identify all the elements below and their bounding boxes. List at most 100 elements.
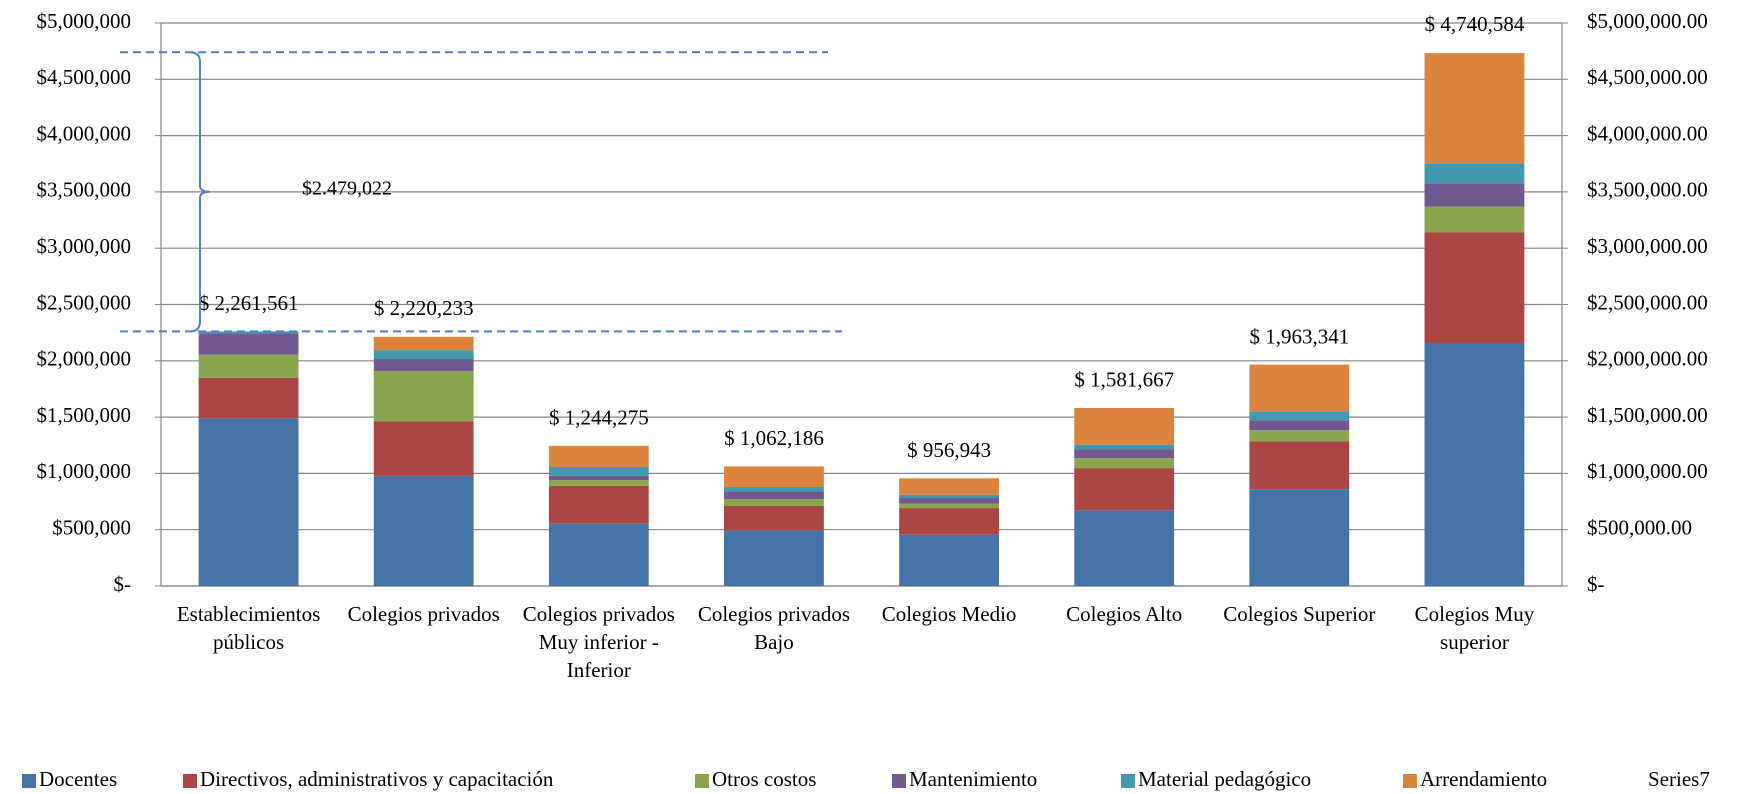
- total-label: $ 1,062,186: [724, 426, 824, 450]
- bar-segment: [373, 350, 474, 359]
- y2-tick-label: $500,000.00: [1587, 516, 1692, 540]
- x-tick-label: Colegios privados Muy inferior - Inferio…: [522, 602, 675, 682]
- x-tick-label: Colegios Superior: [1223, 602, 1376, 626]
- bar-segment: [548, 523, 649, 586]
- y-tick-label: $4,500,000: [37, 65, 132, 89]
- x-tick-label: Colegios Alto: [1066, 602, 1183, 626]
- bar-segment: [198, 418, 299, 586]
- y2-tick-label: $2,000,000.00: [1587, 347, 1708, 371]
- legend-label: Series7: [1648, 767, 1710, 791]
- x-tick-label: Establecimientos públicos: [176, 602, 321, 654]
- y-tick-label: $4,000,000: [37, 121, 132, 145]
- bar-segment: [1249, 364, 1350, 412]
- y2-tick-label: $4,500,000.00: [1587, 65, 1708, 89]
- bar-segment: [1249, 489, 1350, 586]
- bar-segment: [1074, 449, 1175, 459]
- bar-segment: [724, 530, 824, 586]
- bar-segment: [373, 371, 474, 422]
- bar-segment: [899, 498, 999, 504]
- x-tick-label: Colegios privados Bajo: [697, 602, 851, 654]
- legend-marker: [892, 774, 906, 788]
- y2-tick-label: $5,000,000.00: [1587, 9, 1708, 33]
- bar-segment: [198, 377, 299, 419]
- y2-tick-label: $3,500,000.00: [1587, 178, 1708, 202]
- bar-segment: [1249, 430, 1350, 442]
- bar-segment: [1074, 510, 1175, 586]
- y-tick-label: $3,000,000: [37, 234, 132, 258]
- legend-label: Otros costos: [712, 767, 816, 791]
- bar-segment: [1424, 53, 1525, 164]
- y2-tick-label: $-: [1587, 572, 1605, 596]
- legend-marker: [183, 774, 197, 788]
- annotation: $2.479,022: [302, 178, 392, 200]
- bar-segment: [1074, 407, 1175, 445]
- x-tick-label: Colegios privados: [347, 602, 500, 626]
- y-tick-label: $500,000: [52, 516, 131, 540]
- total-label: $ 2,261,561: [199, 291, 299, 315]
- legend-label: Arrendamiento: [1420, 767, 1547, 791]
- y-tick-label: $5,000,000: [37, 9, 132, 33]
- bar-segment: [899, 478, 999, 495]
- bar-segment: [1249, 441, 1350, 490]
- bar-segment: [1074, 444, 1175, 450]
- bar-segment: [373, 475, 474, 586]
- legend-marker: [1121, 774, 1135, 788]
- legend-marker: [695, 774, 709, 788]
- y2-tick-label: $4,000,000.00: [1587, 121, 1708, 145]
- x-tick-label: Colegios Muy superior: [1414, 602, 1535, 654]
- y-tick-label: $1,500,000: [37, 403, 132, 427]
- bar-segment: [899, 534, 999, 586]
- bar-segment: [899, 503, 999, 509]
- y-tick-label: $3,500,000: [37, 178, 132, 202]
- bar-segment: [1424, 343, 1525, 586]
- total-label: $ 2,220,233: [374, 296, 474, 320]
- bar-segment: [1424, 206, 1525, 233]
- bar-segment: [198, 331, 299, 334]
- total-label: $ 1,244,275: [549, 406, 649, 430]
- legend-marker: [1403, 774, 1417, 788]
- bar-segment: [548, 466, 649, 476]
- y2-tick-label: $1,000,000.00: [1587, 459, 1708, 483]
- bar-segment: [548, 475, 649, 481]
- x-tick-label: Colegios Medio: [881, 602, 1017, 626]
- bar-segment: [1249, 411, 1350, 421]
- bar-segment: [548, 485, 649, 524]
- bar-segment: [724, 487, 824, 492]
- bracket: [189, 51, 211, 333]
- y-tick-label: $2,500,000: [37, 290, 132, 314]
- bar-segment: [724, 505, 824, 531]
- bar-segment: [1424, 183, 1525, 207]
- y2-tick-label: $1,500,000.00: [1587, 403, 1708, 427]
- total-label: $ 1,581,667: [1074, 368, 1174, 392]
- legend-label: Mantenimiento: [909, 767, 1037, 791]
- total-label: $ 956,943: [907, 438, 991, 462]
- y-tick-label: $-: [114, 572, 132, 596]
- legend-marker: [22, 774, 36, 788]
- bar-segment: [548, 480, 649, 486]
- legend-label: Docentes: [39, 767, 117, 791]
- y-tick-label: $1,000,000: [37, 459, 132, 483]
- bar-segment: [899, 494, 999, 499]
- bar-segment: [373, 336, 474, 351]
- y2-tick-label: $2,500,000.00: [1587, 290, 1708, 314]
- bar-segment: [1074, 468, 1175, 511]
- total-label: $ 1,963,341: [1249, 325, 1349, 349]
- bar-segment: [198, 333, 299, 355]
- legend-label: Directivos, administrativos y capacitaci…: [200, 767, 554, 791]
- bar-segment: [548, 445, 649, 467]
- bar-segment: [1249, 420, 1350, 431]
- bar-segment: [899, 508, 999, 535]
- bar-segment: [724, 499, 824, 506]
- y2-tick-label: $3,000,000.00: [1587, 234, 1708, 258]
- bar-segment: [1424, 163, 1525, 184]
- bar-segment: [373, 358, 474, 372]
- total-label: $ 4,740,584: [1425, 12, 1525, 36]
- bar-segment: [1424, 232, 1525, 344]
- legend-label: Material pedagógico: [1138, 767, 1311, 791]
- bar-segment: [724, 491, 824, 500]
- bar-segment: [1074, 458, 1175, 469]
- bar-segment: [724, 466, 824, 488]
- bar-segment: [198, 354, 299, 378]
